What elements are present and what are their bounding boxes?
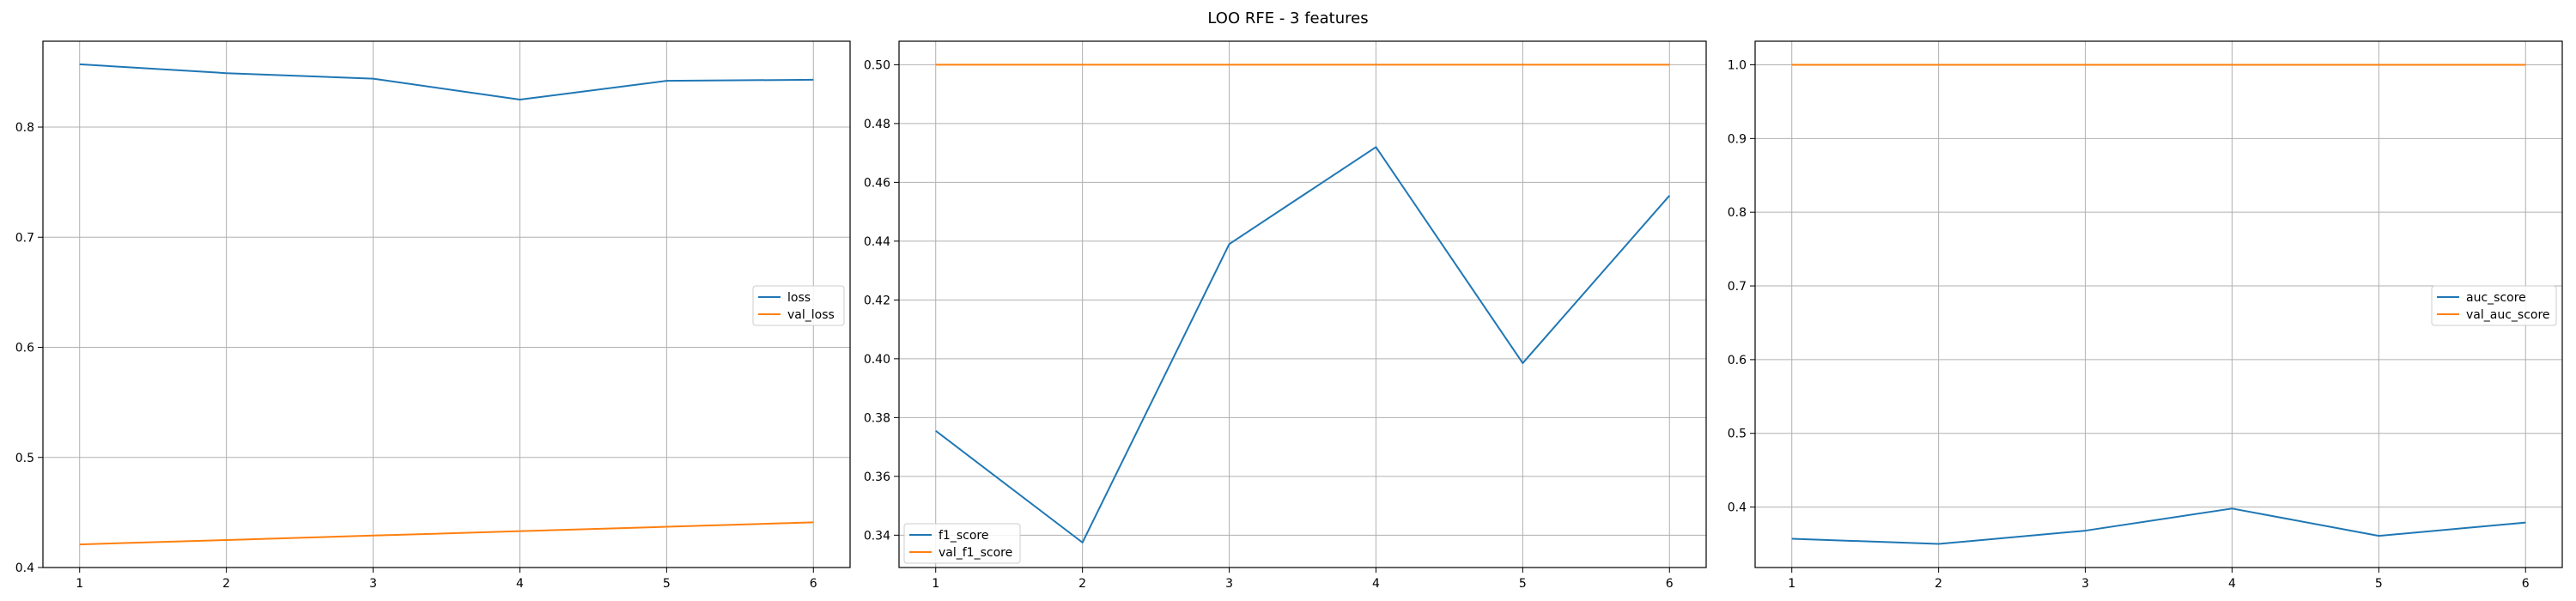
y-tick-label: 0.50 (864, 58, 890, 72)
legend-label: loss (787, 291, 811, 305)
x-tick-label: 6 (1666, 577, 1674, 591)
x-tick-label: 4 (516, 577, 524, 591)
x-tick-label: 5 (2375, 577, 2383, 591)
axes-frame (898, 40, 1707, 568)
legend: f1_score val_f1_score (903, 523, 1021, 564)
y-tick-label: 0.6 (1728, 354, 1747, 367)
y-tick-label: 0.5 (15, 452, 34, 465)
subplot-3: 1 2 3 4 5 6 0.4 0.5 0.6 0.7 0.8 0.9 1.0 auc_score val_… (1728, 40, 2563, 591)
legend: auc_score val_auc_score (2431, 285, 2557, 326)
x-tick-label: 5 (663, 577, 671, 591)
x-tick-label: 2 (222, 577, 230, 591)
legend-box (903, 523, 1021, 564)
x-tick-label: 1 (932, 577, 939, 591)
y-tick-label: 0.7 (15, 231, 34, 245)
x-tick-label: 5 (1519, 577, 1527, 591)
x-tick-label: 4 (2228, 577, 2236, 591)
legend: loss val_loss (752, 285, 845, 326)
legend-label: val_auc_score (2466, 308, 2550, 322)
x-tick-label: 1 (76, 577, 83, 591)
subplot-2: 1 2 3 4 5 6 0.34 0.36 0.38 0.40 0.42 0.44 0.46 0.48 0.… (864, 40, 1707, 591)
series-line-auc_score (1791, 507, 2526, 545)
y-tick-label: 0.9 (1728, 132, 1747, 146)
subplots: 1 2 3 4 5 6 0.4 0.5 0.6 0.7 0.8 loss val_loss 1 2 3 4 5 6 0… (15, 40, 2563, 591)
x-tick-label: 1 (1788, 577, 1795, 591)
x-tick-label: 6 (810, 577, 817, 591)
y-tick-label: 0.8 (1728, 206, 1747, 220)
legend-label: auc_score (2466, 291, 2526, 305)
x-tick-label: 4 (1372, 577, 1380, 591)
y-tick-label: 0.5 (1728, 428, 1747, 441)
series-line-loss (79, 63, 814, 100)
y-tick-label: 0.34 (864, 529, 890, 543)
x-tick-label: 2 (1078, 577, 1086, 591)
x-tick-label: 3 (369, 577, 377, 591)
legend-label: val_loss (787, 308, 835, 322)
y-tick-label: 0.7 (1728, 280, 1747, 294)
y-tick-label: 0.48 (864, 118, 890, 131)
x-tick-label: 6 (2522, 577, 2530, 591)
y-tick-label: 0.4 (1728, 501, 1747, 515)
y-tick-label: 0.36 (864, 470, 890, 484)
y-tick-label: 0.4 (15, 562, 34, 575)
series-line-f1_score (935, 146, 1671, 543)
legend-label: val_f1_score (939, 546, 1012, 560)
legend-label: f1_score (939, 529, 988, 543)
x-tick-label: 2 (1935, 577, 1942, 591)
subplot-1: 1 2 3 4 5 6 0.4 0.5 0.6 0.7 0.8 loss val_loss (15, 40, 851, 591)
axes-frame (1754, 40, 2563, 568)
figure-title: LOO RFE - 3 features (1207, 9, 1368, 27)
axes-frame (42, 40, 851, 568)
y-tick-label: 0.40 (864, 353, 890, 367)
y-tick-label: 0.8 (15, 121, 34, 135)
y-tick-label: 0.38 (864, 411, 890, 425)
y-tick-label: 0.46 (864, 176, 890, 190)
legend-box (2431, 285, 2557, 326)
y-tick-label: 0.44 (864, 235, 890, 249)
y-tick-label: 0.6 (15, 342, 34, 355)
y-tick-label: 1.0 (1728, 58, 1747, 72)
x-tick-label: 3 (2081, 577, 2089, 591)
x-tick-label: 3 (1225, 577, 1233, 591)
y-tick-label: 0.42 (864, 294, 890, 307)
series-line-val_loss (79, 521, 814, 546)
legend-box (752, 285, 845, 326)
